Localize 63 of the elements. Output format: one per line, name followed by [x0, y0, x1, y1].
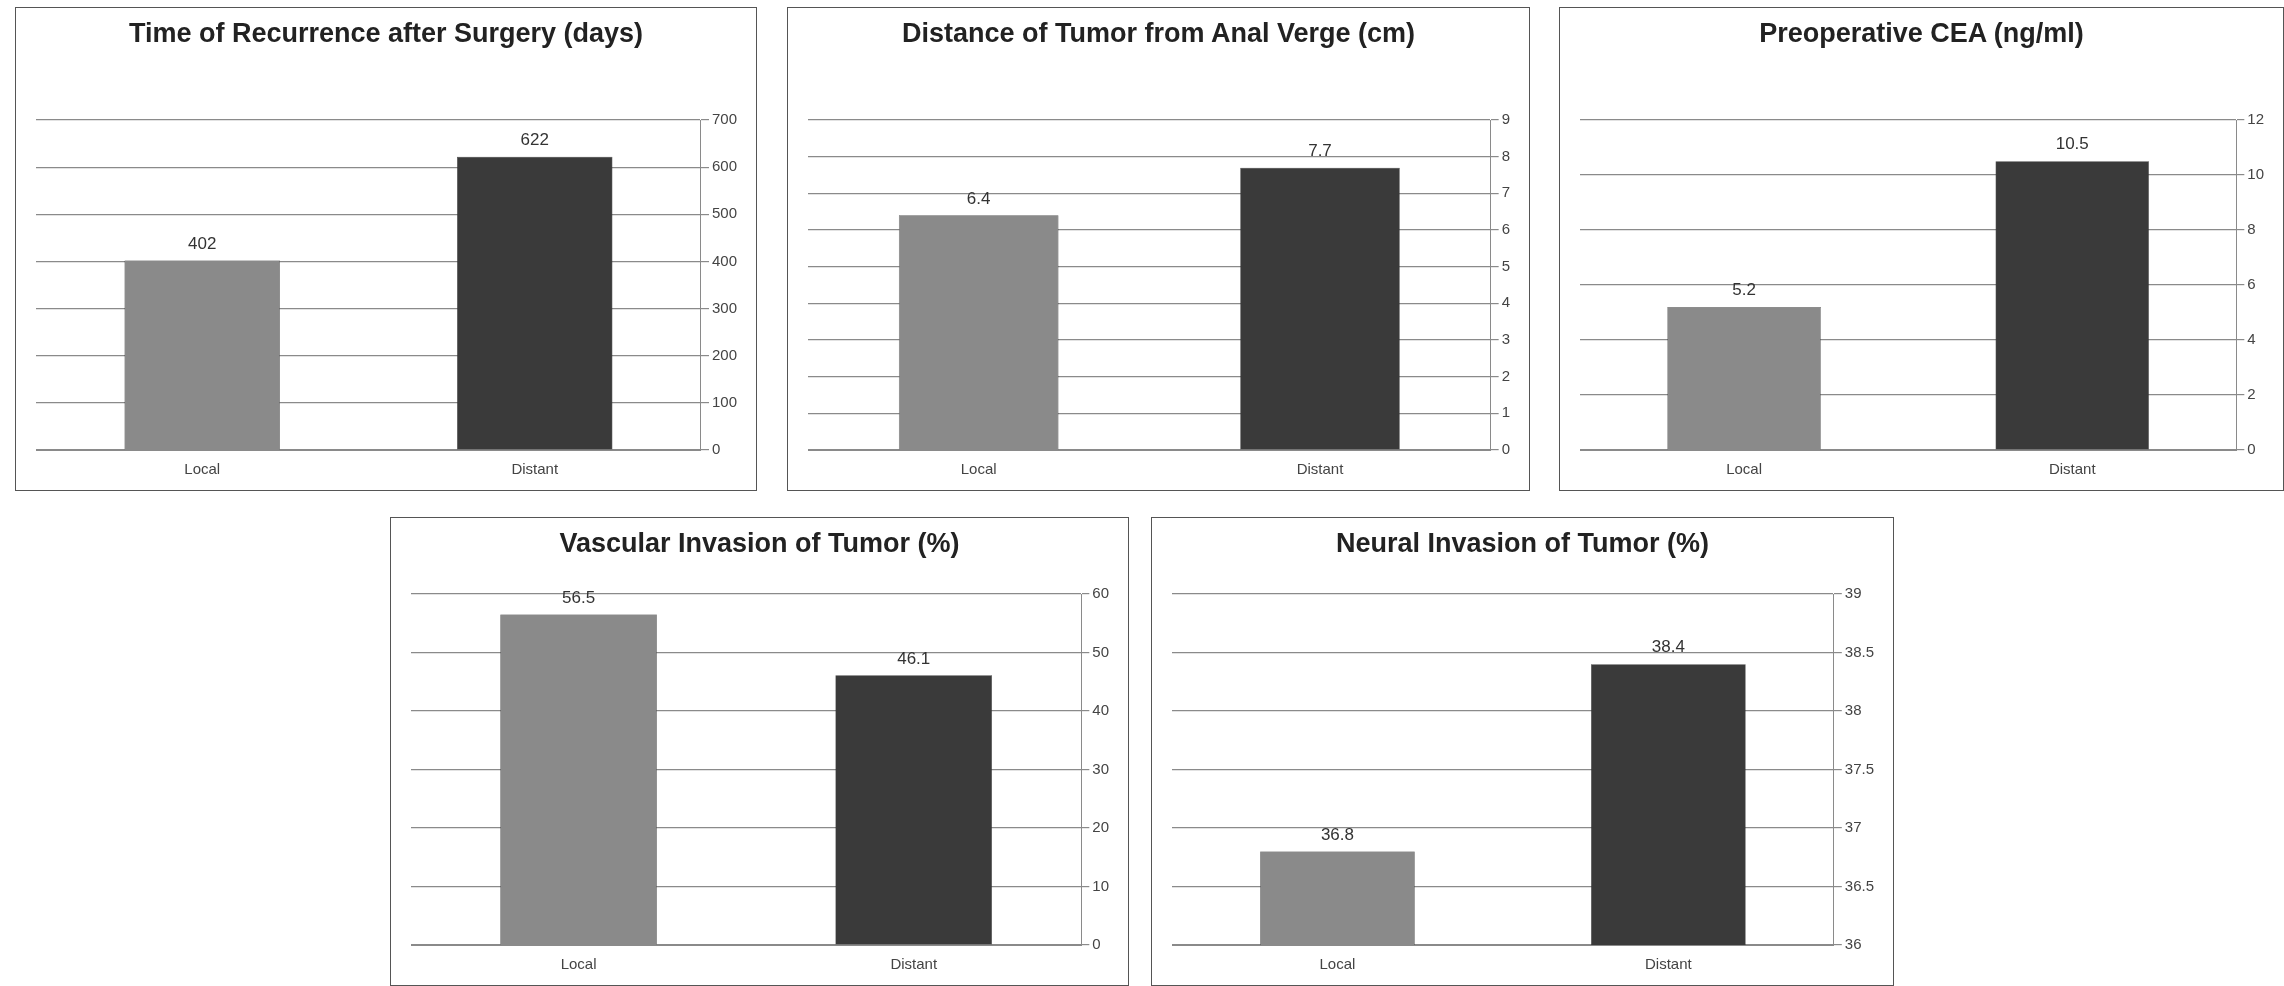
- y-tick-label: 30: [1092, 759, 1109, 777]
- x-tick-label: Local: [960, 460, 997, 478]
- chart-title: Time of Recurrence after Surgery (days): [127, 17, 645, 50]
- chart-title: Neural Invasion of Tumor (%): [1335, 527, 1710, 560]
- y-tick-label: 36.5: [1844, 876, 1875, 894]
- y-tick-label: 6: [1501, 220, 1510, 238]
- y-tick-label: 300: [711, 298, 737, 316]
- chart-title: Preoperative CEA (ng/ml): [1758, 17, 2085, 50]
- x-tick-label: Local: [1319, 955, 1356, 973]
- y-tick-label: 0: [2247, 440, 2256, 458]
- chart-title: Vascular Invasion of Tumor (%): [558, 527, 961, 560]
- y-tick-label: 20: [1092, 818, 1109, 836]
- y-tick-label: 37: [1844, 818, 1862, 836]
- x-tick-label: Distant: [511, 460, 559, 478]
- y-tick-label: 36: [1844, 935, 1862, 953]
- y-tick-label: 6: [2247, 275, 2256, 293]
- data-label: 46.1: [897, 648, 931, 668]
- y-tick-label: 600: [711, 157, 737, 175]
- y-tick-label: 0: [1501, 440, 1510, 458]
- x-tick-label: Local: [560, 955, 597, 973]
- y-tick-label: 8: [2247, 220, 2256, 238]
- data-label: 6.4: [966, 188, 991, 208]
- y-tick-label: 2: [1501, 366, 1510, 384]
- y-tick-label: 4: [2247, 330, 2256, 348]
- data-label: 7.7: [1308, 140, 1332, 160]
- y-tick-label: 38: [1844, 701, 1862, 719]
- x-tick-label: Distant: [890, 955, 938, 973]
- y-tick-label: 4: [1501, 293, 1510, 311]
- chart-title: Distance of Tumor from Anal Verge (cm): [900, 17, 1417, 50]
- x-tick-label: Local: [184, 460, 221, 478]
- y-tick-label: 9: [1501, 110, 1510, 128]
- y-tick-label: 7: [1501, 183, 1510, 201]
- y-tick-label: 10: [1092, 876, 1109, 894]
- y-tick-label: 400: [711, 251, 737, 269]
- y-tick-label: 40: [1092, 701, 1109, 719]
- y-tick-label: 8: [1501, 146, 1510, 164]
- y-tick-label: 200: [711, 345, 737, 363]
- y-tick-label: 12: [2247, 110, 2264, 128]
- y-tick-label: 500: [711, 204, 737, 222]
- x-tick-label: Local: [1726, 460, 1763, 478]
- y-tick-label: 10: [2247, 165, 2264, 183]
- x-tick-label: Distant: [1296, 460, 1345, 478]
- x-tick-label: Distant: [2048, 460, 2097, 478]
- data-label: 402: [188, 233, 217, 253]
- data-label: 622: [520, 129, 549, 149]
- data-label: 36.8: [1320, 824, 1354, 844]
- y-tick-label: 5: [1501, 256, 1510, 274]
- data-label: 38.4: [1651, 637, 1685, 657]
- y-tick-label: 700: [711, 110, 737, 128]
- y-tick-label: 100: [711, 393, 737, 410]
- y-tick-label: 3: [1501, 330, 1510, 348]
- y-tick-label: 2: [2247, 385, 2256, 403]
- y-tick-label: 39: [1844, 584, 1862, 602]
- y-tick-label: 0: [711, 440, 721, 458]
- y-tick-label: 50: [1092, 642, 1109, 660]
- y-tick-label: 38.5: [1844, 642, 1875, 660]
- data-label: 5.2: [1732, 280, 1756, 300]
- y-tick-label: 0: [1092, 935, 1101, 953]
- y-tick-label: 1: [1501, 403, 1510, 421]
- x-tick-label: Distant: [1645, 955, 1693, 973]
- y-tick-label: 37.5: [1844, 759, 1875, 777]
- data-label: 10.5: [2055, 134, 2089, 154]
- y-tick-label: 60: [1092, 584, 1109, 602]
